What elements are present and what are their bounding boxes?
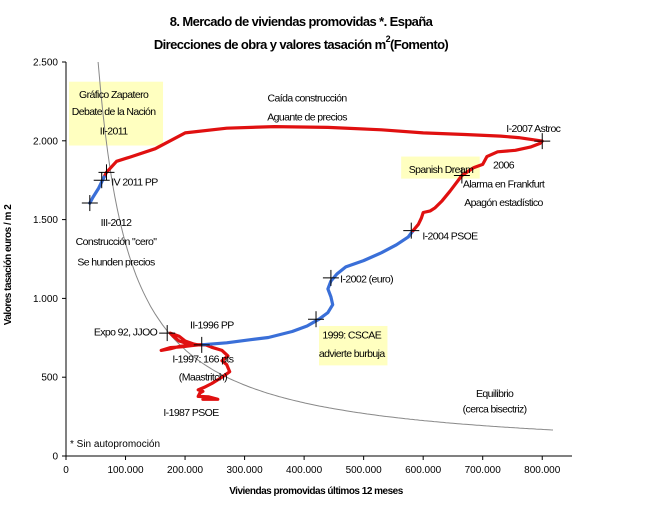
event-marker: [159, 325, 176, 342]
annotation-text: II-2011: [100, 125, 128, 137]
x-tick-label: 100.000: [107, 465, 144, 476]
annotation-text: Apagón estadístico: [464, 197, 543, 209]
footnote: * Sin autopromoción: [70, 439, 160, 450]
annotation: Gráfico Zapatero Debate de la Nación II-20…: [72, 89, 157, 137]
x-tick-label: 300.000: [227, 465, 264, 476]
chart-title-line-2-text: Direcciones de obra y valores tasación m: [154, 37, 386, 52]
annotation-highlights: [68, 81, 480, 366]
annotation-highlight-box: [401, 156, 480, 179]
markers-layer: [81, 133, 551, 353]
annotation-text: Alarma en Frankfurt: [463, 178, 545, 190]
event-marker: [81, 195, 98, 212]
x-tick-label: 800.000: [524, 465, 561, 476]
annotation-text: IV 2011 PP: [111, 177, 158, 189]
annotation-text: Equilibrio: [476, 388, 514, 400]
x-tick-label: 200.000: [167, 465, 204, 476]
series-line-2: [201, 229, 415, 347]
annotation-text: I-1987 PSOE: [163, 407, 219, 419]
event-marker: [193, 336, 210, 353]
annotation-highlight-box: [68, 81, 164, 146]
series-line-3: [102, 125, 544, 233]
annotation: 2006 Alarma en Frankfurt Apagón estadístic…: [463, 159, 546, 209]
y-tick-label: 2.000: [33, 136, 58, 147]
annotation: 1999: CSCAE advierte burbuja: [319, 330, 386, 361]
event-marker: [453, 167, 470, 184]
event-marker: [93, 172, 110, 189]
y-tick-label: 0: [52, 452, 58, 463]
annotation: IV 2011 PP: [111, 177, 159, 189]
chart-title: 8. Mercado de viviendas promovidas *. Es…: [154, 14, 449, 52]
annotation: III-2012 Construcción "cero" Se hunden pre…: [76, 217, 158, 268]
annotation-text: (cerca bisectriz): [463, 403, 527, 415]
annotation-text: Construcción "cero": [76, 236, 158, 248]
x-axis-label: Viviendas promovidas últimos 12 meses: [229, 486, 404, 497]
annotation-text: 2006: [493, 159, 515, 171]
axes: 0 500 1.000 1.500 2.000 2.500 0 100.000 200.000 3…: [33, 58, 572, 476]
x-tick-label: 500.000: [346, 465, 383, 476]
annotation-text: Caída construcción: [268, 92, 348, 104]
annotation-highlight-box: [319, 325, 388, 366]
annotation-text: 1999: CSCAE: [322, 330, 381, 342]
y-tick-label: 1.500: [33, 215, 58, 226]
annotation: I-1997: 166 pts (Maastritch): [172, 354, 234, 384]
chart-title-line-1: 8. Mercado de viviendas promovidas *. Es…: [170, 14, 434, 29]
x-tick-label: 600.000: [405, 465, 442, 476]
annotation-text: Expo 92, JJOO: [94, 326, 158, 338]
annotation-text: III-2012: [101, 217, 133, 229]
chart-title-line-2: Direcciones de obra y valores tasación m…: [154, 34, 449, 52]
annotation: II-1996 PP: [190, 319, 235, 331]
annotation-text: I-2004 PSOE: [422, 230, 478, 242]
annotation: Spanish Dream: [409, 164, 475, 176]
annotation: I-2007 Astroc: [506, 123, 561, 135]
series-layer: [88, 125, 544, 401]
annotation: Caída construcción Aguante de precios: [267, 92, 348, 123]
annotation-text: II-1996 PP: [190, 319, 234, 331]
annotation-text: Aguante de precios: [267, 111, 347, 123]
annotation-text: I-2002 (euro): [340, 274, 393, 286]
event-marker: [534, 133, 551, 150]
annotation: Expo 92, JJOO: [94, 326, 158, 338]
y-axis-label: Valores tasación euros / m 2: [3, 204, 14, 325]
x-tick-label: 0: [63, 465, 69, 476]
event-marker: [403, 222, 420, 239]
annotation-text: Debate de la Nación: [72, 106, 157, 118]
annotation-text: (Maastritch): [179, 372, 227, 384]
x-tick-label: 400.000: [286, 465, 323, 476]
chart-title-superscript: 2: [386, 34, 391, 44]
event-marker: [98, 164, 115, 181]
y-tick-label: 2.500: [33, 58, 58, 69]
annotation-text: advierte burbuja: [319, 348, 385, 360]
y-tick-label: 1.000: [33, 294, 58, 305]
annotation: I-2002 (euro): [340, 274, 394, 286]
annotation: Equilibrio (cerca bisectriz): [463, 388, 528, 415]
annotation-text: Spanish Dream: [409, 164, 474, 176]
annotation-text: Gráfico Zapatero: [79, 89, 149, 101]
annotation-text: I-1997: 166 pts: [172, 354, 233, 366]
event-marker: [308, 311, 325, 328]
y-tick-label: 500: [41, 373, 58, 384]
annotations-layer: Gráfico Zapatero Debate de la Nación II-20…: [72, 89, 562, 419]
x-tick-label: 700.000: [465, 465, 502, 476]
chart-title-suffix: (Fomento): [390, 37, 448, 52]
annotation-text: I-2007 Astroc: [506, 123, 560, 135]
annotation: I-1987 PSOE: [163, 407, 219, 419]
event-marker: [322, 269, 339, 286]
annotation-text: Se hunden precios: [77, 256, 155, 268]
annotation: I-2004 PSOE: [422, 230, 478, 242]
